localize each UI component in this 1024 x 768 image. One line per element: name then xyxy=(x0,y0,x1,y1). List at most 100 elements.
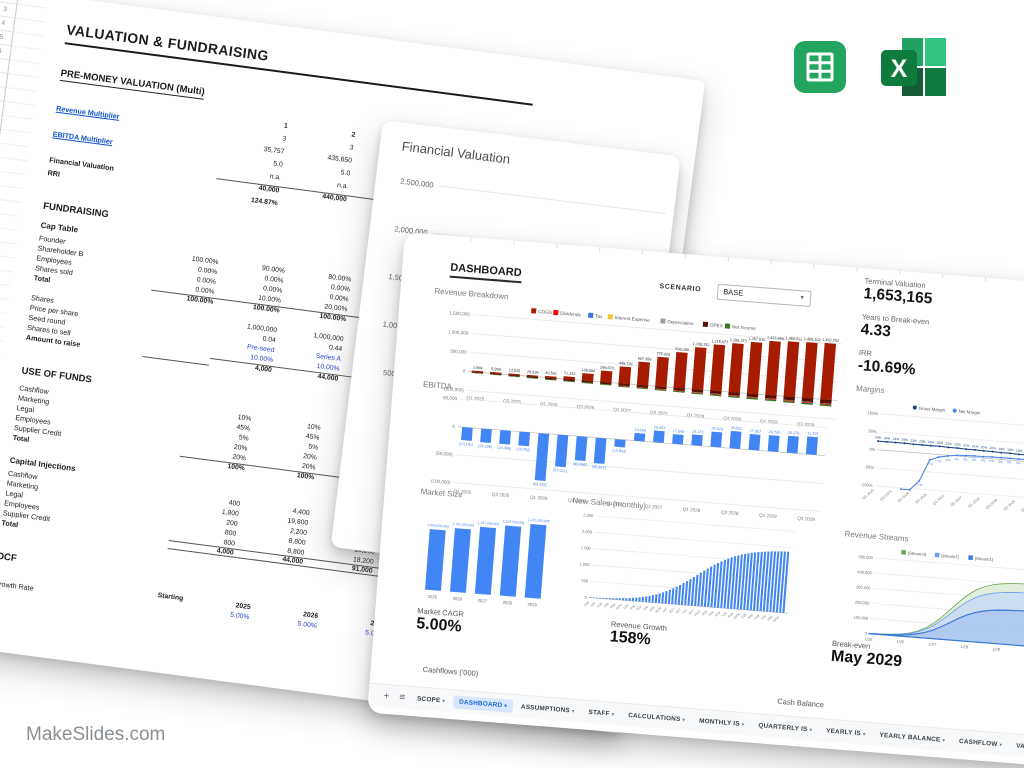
svg-text:7/29: 7/29 xyxy=(760,614,767,621)
svg-text:Dividends: Dividends xyxy=(560,311,582,318)
sheet-tab-staff[interactable]: STAFF▾ xyxy=(582,705,621,721)
svg-text:1,482,752: 1,482,752 xyxy=(822,338,839,343)
svg-text:-17%: -17% xyxy=(926,462,934,467)
add-sheet-button[interactable]: + xyxy=(383,690,390,702)
tab-label: STAFF xyxy=(588,708,610,718)
svg-text:5,969: 5,969 xyxy=(491,367,501,372)
svg-text:[Stream1]: [Stream1] xyxy=(975,556,993,562)
svg-text:1,215,077: 1,215,077 xyxy=(711,339,728,344)
tab-label: YEARLY IS xyxy=(825,727,862,737)
svg-text:11/26: 11/26 xyxy=(654,606,662,614)
svg-text:7/26: 7/26 xyxy=(642,605,649,612)
chevron-down-icon: ▾ xyxy=(611,711,615,718)
svg-text:200,000: 200,000 xyxy=(855,600,871,606)
market-size-plot: 1,050,000,000 2025 1,102,500,000 2026 1,157,… xyxy=(411,497,562,629)
svg-text:5/25: 5/25 xyxy=(596,601,603,608)
svg-text:23%: 23% xyxy=(919,439,926,444)
svg-text:1,050,000,000: 1,050,000,000 xyxy=(427,523,449,529)
sheet-tab-cashflow[interactable]: CASHFLOW▾ xyxy=(953,734,1009,751)
svg-text:1/27: 1/27 xyxy=(928,641,937,647)
svg-text:Q3 2028: Q3 2028 xyxy=(723,416,741,422)
svg-text:-2%: -2% xyxy=(945,458,951,462)
revenue-streams-plot: [Stream3] [stream2] [Stream1] 500,000 400,00… xyxy=(834,539,1024,679)
sheet-tab-yearly-balance[interactable]: YEARLY BALANCE▾ xyxy=(873,728,952,747)
table-cell: 124.87% xyxy=(250,196,279,208)
svg-text:31,787: 31,787 xyxy=(807,431,819,436)
revenue-breakdown-plot: 1,500,000 1,000,000 500,000 0 (500,000) COGS D… xyxy=(424,296,845,453)
svg-text:100,000: 100,000 xyxy=(853,615,869,621)
sheet-tab-yearly-is[interactable]: YEARLY IS▾ xyxy=(820,724,872,741)
svg-text:1/28: 1/28 xyxy=(960,644,969,650)
cashflows-chart-title: Cashflows ('000) xyxy=(422,664,479,679)
svg-text:Q1 2025: Q1 2025 xyxy=(453,489,471,495)
svg-text:22%: 22% xyxy=(954,442,961,447)
svg-text:5/28: 5/28 xyxy=(714,610,721,617)
svg-text:9/29: 9/29 xyxy=(766,615,773,622)
svg-text:Q1 2027: Q1 2027 xyxy=(613,407,631,413)
svg-text:5/29: 5/29 xyxy=(753,614,760,621)
table-cell xyxy=(118,604,185,613)
sheet-tab-bar: + ≡ SCOPE▾ DASHBOARD▾ ASSUMPTIONS▾ STAFF▾ CALC… xyxy=(367,682,1024,760)
svg-text:Interest Expense: Interest Expense xyxy=(615,315,651,323)
sheet-tab-valuation[interactable]: VALUATION▾ xyxy=(1010,739,1024,756)
svg-text:(100,000): (100,000) xyxy=(431,478,451,485)
svg-text:30,892: 30,892 xyxy=(730,426,742,431)
svg-text:5/27: 5/27 xyxy=(675,607,682,614)
svg-text:Q1 2025: Q1 2025 xyxy=(466,395,484,401)
all-sheets-menu-button[interactable]: ≡ xyxy=(398,691,406,703)
svg-text:26,920: 26,920 xyxy=(711,427,723,432)
brand-icons: X xyxy=(790,34,1010,104)
sheet-tab-quarterly-is[interactable]: QUARTERLY IS▾ xyxy=(752,718,819,736)
svg-text:Q3 2029: Q3 2029 xyxy=(797,516,815,522)
svg-text:20,853: 20,853 xyxy=(654,425,666,430)
svg-text:300,000: 300,000 xyxy=(856,584,872,590)
tab-label: QUARTERLY IS xyxy=(758,721,808,733)
market-size-chart: Market Size 1,050,000,000 2025 1,102,500,0… xyxy=(411,487,563,629)
table-cell xyxy=(142,356,209,366)
svg-text:Q1 2025: Q1 2025 xyxy=(862,488,875,500)
sheet-tab-dashboard[interactable]: DASHBOARD▾ xyxy=(452,694,514,713)
svg-text:Q1 2026: Q1 2026 xyxy=(530,495,548,501)
svg-text:(84,334): (84,334) xyxy=(533,482,548,487)
tab-label: VALUATION xyxy=(1015,742,1024,753)
grid-row-line xyxy=(0,254,15,273)
ebitda-chart: EBITDA 50,000 0 (50,000) (100,000) (23,141)(… xyxy=(413,380,830,539)
row-number: 6 xyxy=(0,43,11,61)
sheet-tab-assumptions[interactable]: ASSUMPTIONS▾ xyxy=(514,700,581,718)
svg-text:1,105,752: 1,105,752 xyxy=(692,342,709,347)
svg-text:7/25: 7/25 xyxy=(603,602,610,609)
sheet-title: VALUATION & FUNDRAISING xyxy=(64,21,536,106)
scenario-dropdown[interactable]: BASE ▼ xyxy=(716,283,812,308)
svg-text:X: X xyxy=(891,55,908,83)
tab-label: MONTHLY IS xyxy=(698,717,740,728)
svg-text:1/25: 1/25 xyxy=(864,636,873,642)
svg-text:Q1 2028: Q1 2028 xyxy=(967,497,980,509)
svg-text:5/26: 5/26 xyxy=(635,604,642,611)
svg-text:1,102,500,000: 1,102,500,000 xyxy=(452,522,474,528)
svg-text:-77%: -77% xyxy=(915,483,923,488)
svg-text:(13,543): (13,543) xyxy=(612,449,627,454)
margins-plot: Gross Margin Net Margin 100% 50% 0% -50% -100%… xyxy=(845,394,1024,544)
svg-text:Q1 2026: Q1 2026 xyxy=(540,401,558,407)
svg-text:2027: 2027 xyxy=(477,598,487,604)
sheet-tab-scope[interactable]: SCOPE▾ xyxy=(411,691,452,707)
chevron-down-icon: ▾ xyxy=(571,708,575,715)
sheet-tab-monthly-is[interactable]: MONTHLY IS▾ xyxy=(693,714,751,731)
tab-label: SCOPE xyxy=(416,694,441,704)
svg-text:0: 0 xyxy=(584,595,587,600)
svg-text:Depreciation: Depreciation xyxy=(667,319,694,326)
svg-text:1,450,011: 1,450,011 xyxy=(785,336,802,341)
svg-text:-100%: -100% xyxy=(860,482,873,488)
svg-text:0: 0 xyxy=(865,631,868,636)
sheet-tab-calculations[interactable]: CALCULATIONS▾ xyxy=(622,708,692,726)
tab-label: DASHBOARD xyxy=(458,698,503,709)
svg-text:1,000,000: 1,000,000 xyxy=(448,329,469,336)
svg-text:Q1 2027: Q1 2027 xyxy=(932,494,945,506)
svg-text:607,356: 607,356 xyxy=(638,357,652,362)
svg-text:13,525: 13,525 xyxy=(508,368,520,373)
svg-text:[stream2]: [stream2] xyxy=(941,553,959,559)
kpi-irr: IRR -10.69% xyxy=(857,348,917,379)
svg-text:Q3 2026: Q3 2026 xyxy=(915,492,928,504)
svg-text:2028: 2028 xyxy=(502,600,512,606)
svg-text:24%: 24% xyxy=(875,435,882,440)
